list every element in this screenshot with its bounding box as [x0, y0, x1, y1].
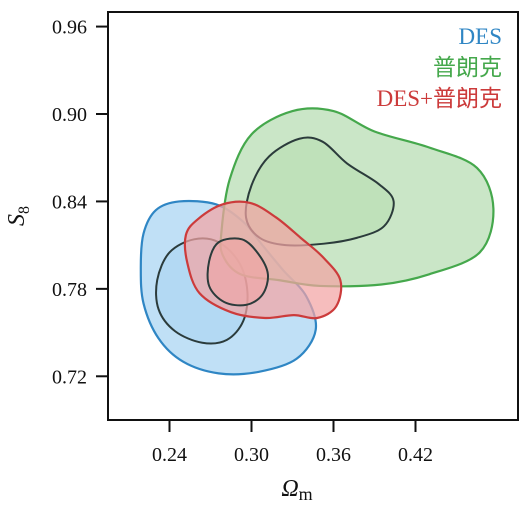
x-tick-label-0.36: 0.36: [316, 444, 351, 466]
legend-label-普朗克: 普朗克: [433, 55, 502, 80]
des-plus-普朗克-inner-contour: [206, 237, 270, 307]
contours-layer: [139, 107, 495, 376]
x-tick-label-0.42: 0.42: [398, 444, 433, 466]
y-tick-label-0.84: 0.84: [52, 191, 87, 213]
y-tick-label-0.90: 0.90: [52, 104, 87, 126]
legend-label-des-plus-普朗克: DES+普朗克: [377, 86, 502, 111]
plot-frame: [107, 11, 519, 421]
y-tick-label-0.96: 0.96: [52, 17, 87, 39]
x-axis-title: Ωm: [281, 476, 312, 504]
y-tick-label-0.72: 0.72: [52, 366, 87, 388]
x-axis-title-subscript: m: [299, 484, 313, 504]
y-tick-label-0.78: 0.78: [52, 279, 87, 301]
y-axis-title: S8: [4, 206, 33, 226]
y-axis-title-base: S: [4, 214, 30, 226]
ticks-layer: [96, 25, 417, 432]
y-axis-title-subscript: 8: [16, 206, 33, 214]
x-tick-label-0.30: 0.30: [234, 444, 269, 466]
x-axis-title-base: Ω: [281, 476, 298, 502]
x-tick-label-0.24: 0.24: [152, 444, 187, 466]
legend: DES 普朗克 DES+普朗克: [377, 24, 502, 111]
tick-labels-layer: 0.24 0.30 0.36 0.42 0.72 0.78 0.84 0.90 0.96: [52, 17, 433, 466]
legend-label-des: DES: [459, 24, 502, 49]
